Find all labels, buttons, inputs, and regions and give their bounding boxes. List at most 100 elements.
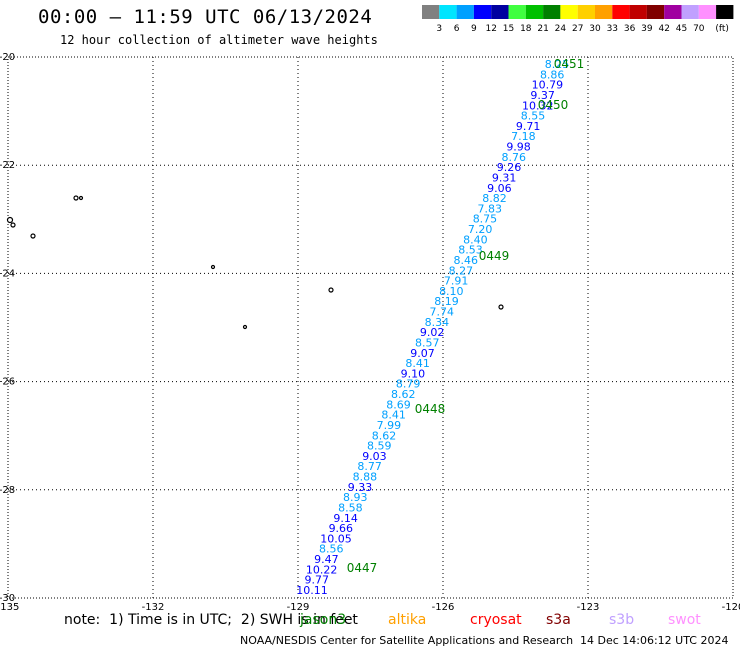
swh-value: 9.26 [497, 161, 522, 174]
legend-label: 21 [537, 24, 548, 34]
island-outline [210, 264, 216, 270]
swh-value: 8.77 [357, 460, 382, 473]
swh-value: 7.91 [444, 275, 469, 288]
swh-value: 9.47 [314, 553, 339, 566]
swh-value: 8.27 [449, 264, 474, 277]
island-outline [10, 222, 16, 228]
footer-credit: NOAA/NESDIS Center for Satellite Applica… [240, 634, 574, 647]
legend-swatch [456, 5, 474, 19]
lat-tick-label: -30 [0, 593, 15, 604]
lat-tick-label: -24 [0, 268, 15, 279]
swh-value: 8.58 [338, 501, 363, 514]
map-subtitle: 12 hour collection of altimeter wave hei… [60, 33, 378, 47]
legend-swatch [716, 5, 734, 19]
color-legend: 3 6 9 12 15 18 21 24 27 30 33 36 39 42 45 70 (ft) [422, 5, 734, 34]
swh-value: 8.88 [353, 471, 378, 484]
legend-label: 6 [454, 24, 460, 34]
swh-value: 9.66 [329, 522, 354, 535]
satellite-legend-cryosat: cryosat [470, 612, 522, 628]
swh-value: 9.06 [487, 182, 512, 195]
island-outline [78, 195, 84, 201]
lon-tick-label: -123 [577, 602, 600, 613]
legend-swatch [681, 5, 699, 19]
legend-swatch [664, 5, 682, 19]
lat-tick-label: -20 [0, 52, 15, 63]
legend-swatch [439, 5, 457, 19]
legend-swatch [525, 5, 544, 19]
track-label: 0451 [554, 57, 585, 71]
swh-value: 9.77 [305, 574, 330, 587]
swh-value: 8.55 [521, 110, 546, 123]
legend-label: 30 [589, 24, 601, 34]
legend-swatch [422, 5, 440, 19]
map-title: 00:00 – 11:59 UTC 06/13/2024 [38, 6, 373, 28]
swh-value: 8.10 [439, 285, 464, 298]
axis-ticks: -135 -132 -129 -126 -123 -120 -20 -22 -24 -26 -28 -… [0, 52, 740, 613]
legend-label: 45 [676, 24, 687, 34]
swh-value: 9.14 [333, 512, 358, 525]
swh-value: 8.75 [473, 213, 498, 226]
swh-value: 9.71 [516, 120, 541, 133]
legend-label: 27 [572, 24, 583, 34]
swh-value: 7.18 [511, 130, 536, 143]
swh-value: 9.98 [506, 141, 531, 154]
lat-tick-label: -22 [0, 160, 15, 171]
lon-tick-label: -120 [722, 602, 740, 613]
swh-value: 9.03 [362, 450, 387, 463]
swh-value: 9.02 [420, 326, 445, 339]
swh-value: 8.19 [434, 295, 459, 308]
lon-tick-label: -135 [0, 602, 19, 613]
swh-value: 10.22 [306, 563, 338, 576]
track-labels: 0451 0450 0449 0448 0447 [347, 57, 585, 575]
island-outline [328, 287, 334, 293]
swh-value: 10.11 [296, 584, 328, 597]
swh-value: 8.76 [502, 151, 527, 164]
swh-value: 10.05 [320, 532, 352, 545]
island-outline [6, 216, 14, 224]
satellite-legend-altika: altika [388, 612, 427, 628]
legend-label: 15 [503, 24, 514, 34]
wave-height-map: -135 -132 -129 -126 -123 -120 -20 -22 -24 -26 -28 -… [0, 52, 740, 613]
swh-value: 8.69 [386, 398, 411, 411]
legend-swatch [560, 5, 578, 19]
legend-label: 3 [436, 24, 442, 34]
swh-value: 7.83 [477, 202, 502, 215]
lon-tick-label: -132 [142, 602, 165, 613]
track-label: 0447 [347, 561, 378, 575]
swh-value: 7.99 [377, 419, 402, 432]
swh-value: 8.46 [453, 254, 478, 267]
track-label: 0449 [479, 249, 510, 263]
swh-value: 9.33 [348, 481, 373, 494]
track-label: 0448 [415, 402, 446, 416]
legend-label: 33 [607, 24, 618, 34]
legend-label: 42 [658, 24, 669, 34]
island-outline [30, 233, 36, 239]
swh-value: 8.40 [463, 233, 488, 246]
swh-value: 8.62 [372, 429, 397, 442]
swh-value: 8.62 [391, 388, 416, 401]
swh-value: 8.41 [381, 409, 406, 422]
lon-tick-label: -126 [432, 602, 455, 613]
swh-value: 7.20 [468, 223, 493, 236]
legend-swatch [595, 5, 613, 19]
satellite-legend-jason3: jason3 [300, 612, 347, 628]
legend-swatch [491, 5, 509, 19]
legend-label: 70 [693, 24, 705, 34]
swh-value: 8.41 [405, 357, 430, 370]
legend-label: 24 [555, 24, 567, 34]
satellite-legend-swot: swot [668, 612, 701, 628]
swh-value: 8.53 [458, 244, 483, 257]
swh-value: 8.56 [319, 543, 344, 556]
swh-value: 10.79 [532, 79, 564, 92]
lat-tick-label: -26 [0, 377, 15, 388]
swh-value: 8.82 [482, 192, 507, 205]
swh-value: 8.79 [396, 378, 421, 391]
track-label: 0450 [538, 98, 569, 112]
legend-swatch [646, 5, 665, 19]
swh-values: 8.258.8610.799.3710.328.559.717.189.988.… [296, 58, 569, 597]
legend-swatch [698, 5, 717, 19]
footer-note: note: 1) Time is in UTC; 2) SWH is in fe… [64, 612, 358, 628]
lon-tick-label: -129 [287, 602, 310, 613]
satellite-legend-s3a: s3a [546, 612, 571, 628]
footer-timestamp: 14 Dec 14:06:12 UTC 2024 [580, 634, 729, 647]
